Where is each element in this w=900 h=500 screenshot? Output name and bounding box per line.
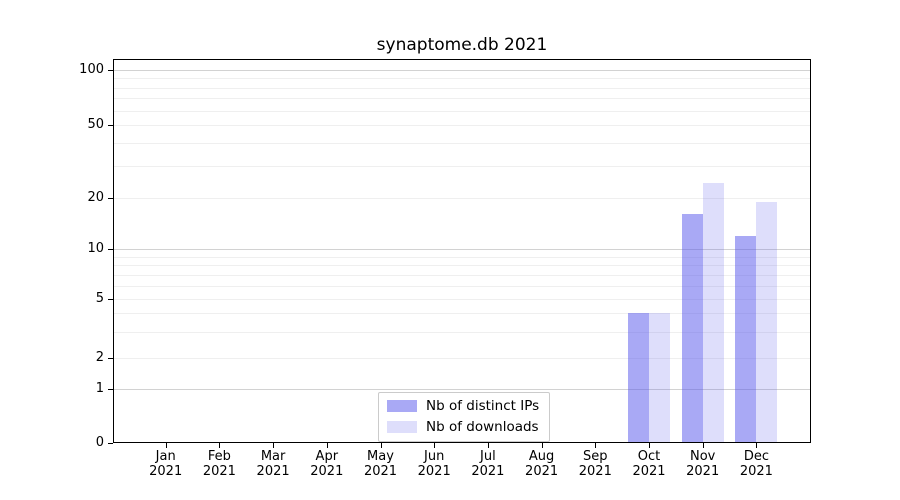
downloads-swatch [387,421,417,433]
y-tick-mark [108,358,113,359]
x-tick-month: Oct [637,449,661,464]
legend-label-distinct-ips: Nb of distinct IPs [426,398,540,414]
x-tick-mark [219,443,221,448]
x-tick-label: Dec 2021 [724,449,788,479]
x-tick-mark [541,443,543,448]
y-tick-label: 10 [87,241,104,256]
y-tick-mark [108,125,113,126]
x-tick-month: May [367,449,394,464]
x-tick-month: Jul [480,449,496,464]
chart-title: synaptome.db 2021 [376,35,548,55]
minor-gridline [114,299,810,300]
x-tick-label: Jun 2021 [402,449,466,479]
distinct-ips-swatch [387,400,417,412]
legend: Nb of distinct IPs Nb of downloads [378,392,551,442]
x-tick-label: May 2021 [349,449,413,479]
x-tick-mark [756,443,758,448]
minor-gridline [114,256,810,258]
bar-dec-distinct-ips [735,235,757,442]
y-tick-mark [108,249,113,250]
minor-gridline [114,313,810,315]
x-tick-mark [595,443,597,448]
bar-oct-distinct-ips [628,313,649,442]
x-tick-year: 2021 [578,464,612,479]
x-tick-mark [434,443,436,448]
minor-gridline [114,98,810,100]
x-tick-year: 2021 [525,464,559,479]
x-tick-label: Oct 2021 [617,449,681,479]
x-tick-month: Mar [260,449,286,464]
x-tick-label: Jan 2021 [134,449,198,479]
x-tick-mark [702,443,704,448]
y-tick-label: 50 [87,117,104,132]
bar-dec-downloads [756,201,778,442]
plot-area [113,59,811,443]
y-tick-mark [108,443,113,444]
x-tick-month: Dec [743,449,769,464]
x-tick-year: 2021 [149,464,183,479]
x-tick-year: 2021 [363,464,398,479]
x-tick-year: 2021 [471,464,505,479]
minor-gridline [114,125,810,126]
y-tick-label: 5 [95,291,104,306]
minor-gridline [114,110,810,112]
x-tick-year: 2021 [310,464,344,479]
x-tick-label: Nov 2021 [671,449,735,479]
minor-gridline [114,198,810,199]
bar-oct-downloads [649,313,670,442]
minor-gridline [114,358,810,359]
x-tick-label: Apr 2021 [295,449,359,479]
x-tick-year: 2021 [686,464,720,479]
minor-gridline [114,265,810,267]
y-tick-mark [108,389,113,390]
y-tick-mark [108,299,113,300]
x-tick-month: Jun [424,449,445,464]
x-tick-year: 2021 [739,464,773,479]
minor-gridline [114,285,810,287]
x-tick-mark [165,443,167,448]
y-tick-label: 0 [95,435,104,450]
y-tick-label: 1 [95,381,104,396]
x-tick-label: Mar 2021 [241,449,305,479]
minor-gridline [114,165,810,167]
x-tick-mark [380,443,382,448]
x-tick-year: 2021 [417,464,451,479]
minor-gridline [114,274,810,276]
bar-nov-distinct-ips [681,214,703,442]
x-tick-month: Aug [528,449,555,464]
x-tick-label: Jul 2021 [456,449,520,479]
x-tick-year: 2021 [256,464,290,479]
legend-item-distinct-ips: Nb of distinct IPs [387,398,539,414]
x-tick-label: Feb 2021 [187,449,251,479]
x-tick-mark [487,443,489,448]
y-tick-label: 20 [87,190,104,205]
x-tick-year: 2021 [632,464,666,479]
major-gridline [114,70,810,71]
y-tick-label: 100 [79,62,104,77]
minor-gridline [114,78,810,80]
y-tick-mark [108,70,113,71]
x-tick-month: Feb [207,449,231,464]
x-tick-month: Apr [315,449,339,464]
x-tick-mark [326,443,328,448]
bar-nov-downloads [702,183,724,442]
y-tick-label: 2 [95,350,104,365]
x-tick-mark [273,443,275,448]
y-tick-mark [108,198,113,199]
minor-gridline [114,331,810,333]
x-tick-label: Aug 2021 [510,449,574,479]
legend-item-downloads: Nb of downloads [387,419,539,435]
x-tick-year: 2021 [202,464,236,479]
x-tick-mark [649,443,650,448]
legend-label-downloads: Nb of downloads [426,419,539,435]
x-tick-label: Sep 2021 [563,449,627,479]
minor-gridline [114,142,810,144]
major-gridline [114,249,810,250]
x-tick-month: Jan [155,449,176,464]
major-gridline [114,389,810,390]
x-tick-month: Sep [583,449,608,464]
minor-gridline [114,87,810,89]
x-tick-month: Nov [690,449,716,464]
